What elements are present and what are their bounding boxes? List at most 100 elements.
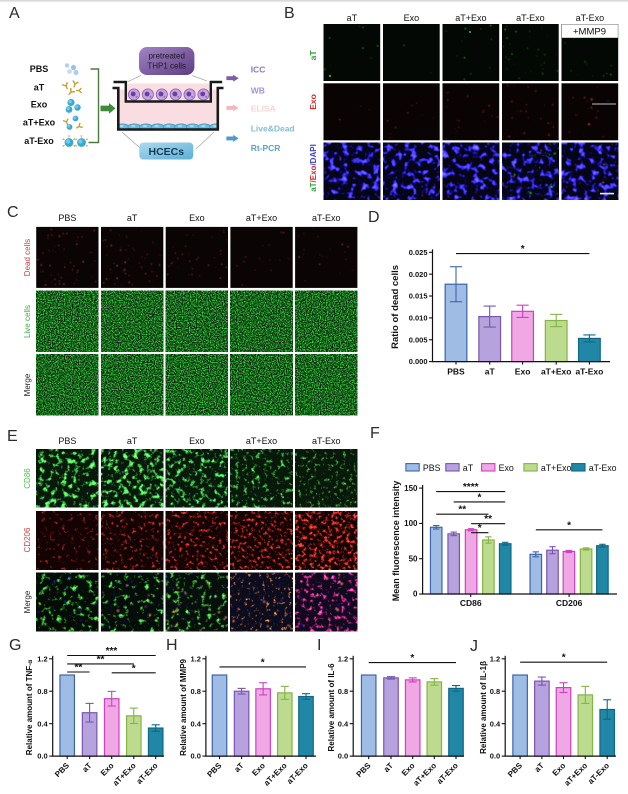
svg-text:*: * <box>132 663 136 674</box>
svg-text:0: 0 <box>413 590 418 599</box>
svg-text:Live&Dead: Live&Dead <box>251 124 295 134</box>
svg-text:ELISA: ELISA <box>251 104 276 114</box>
svg-text:0.8: 0.8 <box>338 687 348 696</box>
svg-text:CD86: CD86 <box>23 468 32 489</box>
svg-text:E: E <box>7 428 18 445</box>
svg-text:Exo: Exo <box>31 100 48 110</box>
svg-text:CD206: CD206 <box>556 598 583 608</box>
svg-text:50: 50 <box>409 554 418 563</box>
svg-text:100: 100 <box>404 519 418 528</box>
svg-text:aT: aT <box>127 213 138 223</box>
svg-text:aT-Exo: aT-Exo <box>576 13 605 23</box>
svg-text:ICC: ICC <box>251 65 266 75</box>
svg-text:1.2: 1.2 <box>490 654 500 663</box>
svg-text:*: * <box>410 653 414 664</box>
svg-text:0.8: 0.8 <box>490 687 500 696</box>
svg-text:*: * <box>261 657 265 668</box>
svg-text:HCECs: HCECs <box>149 146 185 158</box>
svg-text:0.000: 0.000 <box>409 357 428 366</box>
svg-text:Relative amount of TNF-α: Relative amount of TNF-α <box>25 660 34 756</box>
svg-text:*: * <box>477 492 481 503</box>
svg-text:aT+Exo: aT+Exo <box>541 463 572 473</box>
svg-text:Mean fluorescence intensity: Mean fluorescence intensity <box>391 481 401 602</box>
svg-text:CD86: CD86 <box>460 598 482 608</box>
svg-text:Relative amount of IL-6: Relative amount of IL-6 <box>327 663 336 752</box>
svg-text:Relative amount of IL-1β: Relative amount of IL-1β <box>479 661 488 754</box>
svg-text:Merge: Merge <box>23 590 32 613</box>
svg-text:0.4: 0.4 <box>490 719 501 728</box>
svg-text:aT+Exo: aT+Exo <box>246 213 277 223</box>
svg-text:***: *** <box>106 646 118 657</box>
svg-text:aT-Exo: aT-Exo <box>24 136 54 146</box>
svg-text:H: H <box>166 637 178 654</box>
svg-text:*: * <box>478 523 482 534</box>
svg-text:0.0: 0.0 <box>490 752 500 761</box>
svg-text:**: ** <box>484 514 492 525</box>
svg-text:Exo: Exo <box>189 213 205 223</box>
svg-text:aT+Exo: aT+Exo <box>455 13 486 23</box>
svg-text:aT/Exo/DAPI: aT/Exo/DAPI <box>309 144 318 192</box>
svg-text:aT-Exo: aT-Exo <box>589 463 617 473</box>
svg-text:PBS: PBS <box>423 463 441 473</box>
svg-text:PBS: PBS <box>58 213 76 223</box>
svg-text:0.005: 0.005 <box>409 335 428 344</box>
svg-text:aT+Exo: aT+Exo <box>23 118 56 128</box>
svg-text:I: I <box>317 637 321 654</box>
svg-text:**: ** <box>97 654 105 665</box>
svg-text:aT: aT <box>127 436 138 446</box>
svg-text:THP1 cells: THP1 cells <box>147 62 186 71</box>
svg-text:Relative amount of MMP9: Relative amount of MMP9 <box>179 658 188 755</box>
svg-text:aT: aT <box>308 50 318 61</box>
svg-text:aT-Exo: aT-Exo <box>575 367 603 377</box>
svg-text:aT+Exo: aT+Exo <box>541 367 571 377</box>
svg-text:1.2: 1.2 <box>37 654 47 663</box>
svg-text:Exo: Exo <box>499 463 514 473</box>
svg-text:A: A <box>9 5 20 22</box>
svg-text:0.4: 0.4 <box>338 719 349 728</box>
svg-text:Live cells: Live cells <box>23 305 32 338</box>
svg-text:aT-Exo: aT-Exo <box>312 213 341 223</box>
svg-text:aT: aT <box>34 83 45 93</box>
svg-text:0.015: 0.015 <box>409 292 428 301</box>
svg-text:0.4: 0.4 <box>37 719 48 728</box>
svg-text:D: D <box>368 209 380 226</box>
svg-text:B: B <box>284 5 295 22</box>
svg-text:0.010: 0.010 <box>409 313 428 322</box>
svg-text:G: G <box>9 637 21 654</box>
svg-text:0.0: 0.0 <box>37 752 47 761</box>
svg-text:pretreated: pretreated <box>148 52 184 61</box>
svg-text:Exo: Exo <box>404 13 420 23</box>
svg-text:Rt-PCR: Rt-PCR <box>251 143 281 153</box>
svg-text:Merge: Merge <box>23 373 32 396</box>
svg-text:0.8: 0.8 <box>37 687 47 696</box>
svg-text:+MMP9: +MMP9 <box>573 27 606 38</box>
svg-text:0.4: 0.4 <box>190 719 201 728</box>
svg-text:aT-Exo: aT-Exo <box>312 436 341 446</box>
svg-text:Exo: Exo <box>515 367 531 377</box>
svg-text:aT: aT <box>463 463 474 473</box>
svg-text:0.0: 0.0 <box>338 752 348 761</box>
svg-text:aT-Exo: aT-Exo <box>516 13 545 23</box>
svg-text:aT: aT <box>485 367 496 377</box>
svg-text:Ratio of dead cells: Ratio of dead cells <box>390 265 401 349</box>
svg-text:1.2: 1.2 <box>338 654 348 663</box>
svg-text:*: * <box>567 520 571 531</box>
svg-text:aT: aT <box>347 13 358 23</box>
svg-text:0.025: 0.025 <box>409 248 428 257</box>
svg-text:WB: WB <box>251 85 265 95</box>
svg-text:150: 150 <box>404 484 418 493</box>
svg-text:Exo: Exo <box>308 94 318 110</box>
svg-text:0.8: 0.8 <box>190 687 200 696</box>
svg-text:PBS: PBS <box>58 436 76 446</box>
svg-text:0.0: 0.0 <box>190 752 200 761</box>
svg-text:*: * <box>562 653 566 664</box>
svg-text:*: * <box>521 244 525 255</box>
svg-text:**: ** <box>458 505 466 516</box>
svg-text:****: **** <box>463 482 479 493</box>
svg-text:0.020: 0.020 <box>409 270 428 279</box>
svg-text:aT+Exo: aT+Exo <box>246 436 277 446</box>
svg-text:F: F <box>370 425 380 442</box>
svg-text:Dead cells: Dead cells <box>23 239 32 276</box>
svg-text:1.2: 1.2 <box>190 654 200 663</box>
svg-text:C: C <box>7 204 19 221</box>
